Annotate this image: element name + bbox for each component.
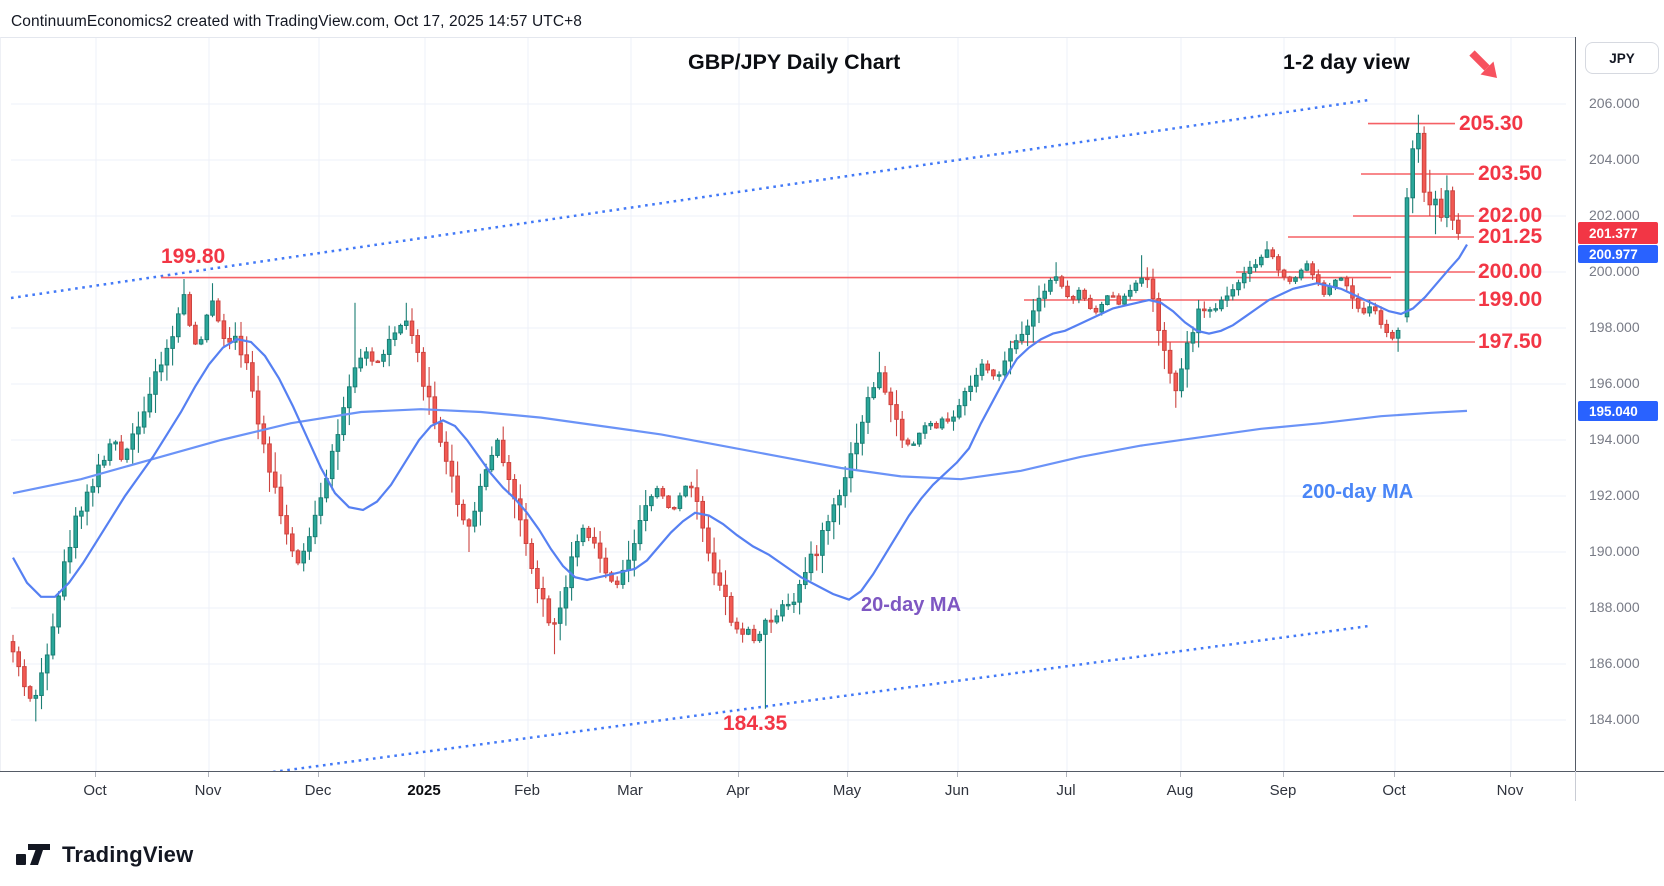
level-label-199-80: 199.80 <box>161 245 226 268</box>
time-tick <box>318 772 319 777</box>
time-tick <box>847 772 848 777</box>
level-label-203-50: 203.50 <box>1478 162 1543 185</box>
price-tick-label: 202.000 <box>1589 207 1640 223</box>
tradingview-logo-icon <box>16 844 50 865</box>
gridlines <box>11 38 1566 772</box>
level-label-200-00: 200.00 <box>1478 260 1543 283</box>
time-tick <box>208 772 209 777</box>
level-label-197-50: 197.50 <box>1478 330 1543 353</box>
price-tick-label: 204.000 <box>1589 151 1640 167</box>
price-tick-label: 190.000 <box>1589 543 1640 559</box>
time-tick <box>1394 772 1395 777</box>
time-tick <box>630 772 631 777</box>
price-tick-label: 194.000 <box>1589 431 1640 447</box>
time-label-jul: Jul <box>1056 782 1076 799</box>
time-tick <box>1283 772 1284 777</box>
time-label-aug: Aug <box>1166 782 1194 799</box>
time-label-nov: Nov <box>1496 782 1524 799</box>
price-tick-label: 200.000 <box>1589 263 1640 279</box>
level-label-199-00: 199.00 <box>1478 288 1543 311</box>
price-tick-label: 198.000 <box>1589 319 1640 335</box>
price-tick-label: 192.000 <box>1589 487 1640 503</box>
time-tick <box>957 772 958 777</box>
time-tick <box>1180 772 1181 777</box>
time-label-sep: Sep <box>1269 782 1297 799</box>
time-axis[interactable]: Oct Nov Dec 2025 Feb Mar Apr May Jun Jul Aug Sep Oct… <box>0 771 1664 814</box>
trend-channel <box>10 98 1370 772</box>
price-tick-label: 186.000 <box>1589 655 1640 671</box>
price-tick-label: 196.000 <box>1589 375 1640 391</box>
time-tick <box>738 772 739 777</box>
candlestick-plot[interactable] <box>1 38 1576 772</box>
chart-title: GBP/JPY Daily Chart <box>688 50 901 74</box>
chart-area[interactable]: 205.30 203.50 202.00 201.25 200.00 199.00 197.… <box>0 37 1576 772</box>
ma20-line <box>12 244 1468 601</box>
time-label-2025: 2025 <box>407 782 441 799</box>
price-tick-label: 184.000 <box>1589 711 1640 727</box>
time-label-oct: Oct <box>1382 782 1406 799</box>
axis-separator <box>1575 771 1576 801</box>
tradingview-logo[interactable]: TradingView <box>14 838 193 872</box>
level-label-184-35: 184.35 <box>723 712 788 735</box>
time-label-oct: Oct <box>83 782 107 799</box>
level-label-205-30: 205.30 <box>1459 111 1524 135</box>
level-lines <box>161 122 1475 343</box>
ma200-label: 200-day MA <box>1302 481 1414 503</box>
time-label-may: May <box>832 782 862 799</box>
ma20-label: 20-day MA <box>861 594 962 616</box>
time-label-mar: Mar <box>617 782 643 799</box>
time-label-dec: Dec <box>304 782 332 799</box>
price-badge: 195.040 <box>1578 401 1658 421</box>
time-label-jun: Jun <box>944 782 970 799</box>
price-tick-label: 188.000 <box>1589 599 1640 615</box>
currency-button[interactable]: JPY <box>1585 42 1659 74</box>
price-tick-label: 206.000 <box>1589 95 1640 111</box>
level-label-201-25: 201.25 <box>1478 225 1543 248</box>
time-label-nov: Nov <box>194 782 222 799</box>
currency-label: JPY <box>1609 50 1635 66</box>
time-tick <box>95 772 96 777</box>
candles <box>10 114 1461 722</box>
price-badge: 200.977 <box>1578 245 1658 263</box>
down-right-arrow-icon <box>1469 50 1497 78</box>
time-label-apr: Apr <box>726 782 750 799</box>
price-axis[interactable]: JPY 206.000 204.000 202.000 200.000 198.000 1… <box>1575 37 1664 771</box>
level-label-202-00: 202.00 <box>1478 204 1543 227</box>
time-tick <box>424 772 425 777</box>
price-badge: 201.377 <box>1578 222 1658 244</box>
view-note: 1-2 day view <box>1283 50 1410 74</box>
tradingview-logo-text: TradingView <box>62 842 194 867</box>
time-tick <box>1066 772 1067 777</box>
time-tick <box>527 772 528 777</box>
time-tick <box>1510 772 1511 777</box>
ma200-line <box>12 408 1468 495</box>
attribution-text: ContinuumEconomics2 created with Trading… <box>11 13 583 30</box>
time-label-feb: Feb <box>514 782 540 799</box>
